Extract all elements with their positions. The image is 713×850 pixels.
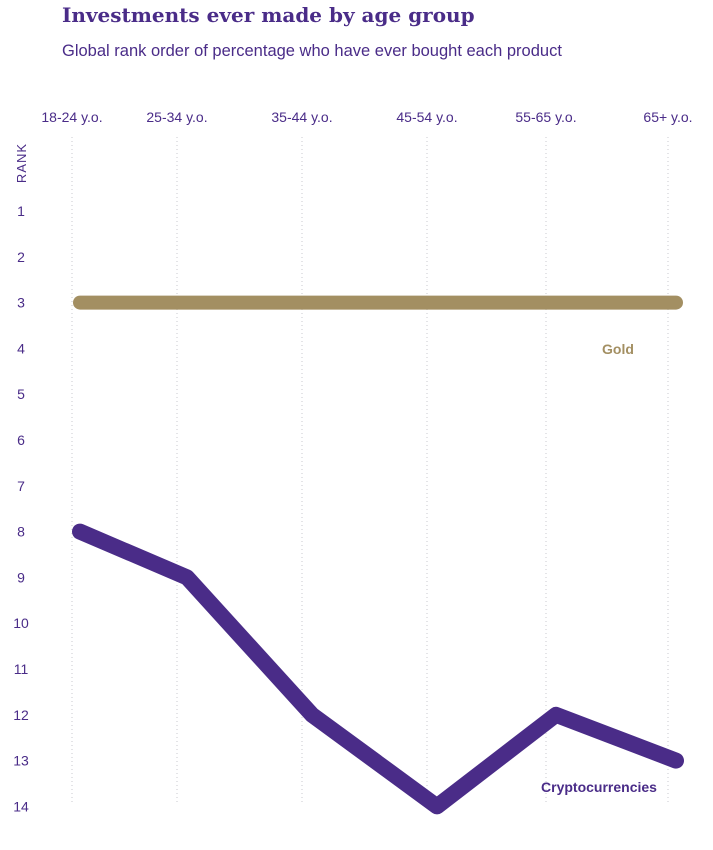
gridlines — [71, 137, 669, 802]
series-line-cryptocurrencies — [72, 523, 684, 815]
y-tick-label: 4 — [17, 340, 25, 356]
y-tick-label: 13 — [13, 753, 29, 769]
series-lines — [72, 295, 684, 815]
series-label-gold: Gold — [602, 341, 634, 357]
x-tick-label: 35-44 y.o. — [271, 109, 332, 125]
x-tick-label: 25-34 y.o. — [146, 109, 207, 125]
y-tick-label: 2 — [17, 249, 25, 265]
y-tick-label: 7 — [17, 478, 25, 494]
x-tick-label: 18-24 y.o. — [41, 109, 102, 125]
y-tick-label: 8 — [17, 524, 25, 540]
series-label-cryptocurrencies: Cryptocurrencies — [541, 779, 657, 795]
y-tick-label: 5 — [17, 386, 25, 402]
x-tick-label: 45-54 y.o. — [396, 109, 457, 125]
x-tick-label: 65+ y.o. — [643, 109, 692, 125]
x-axis-ticks: 18-24 y.o. 25-34 y.o. 35-44 y.o. 45-54 y.o.… — [41, 109, 692, 125]
y-tick-label: 11 — [14, 661, 29, 677]
y-tick-label: 6 — [17, 432, 25, 448]
y-tick-label: 10 — [13, 615, 29, 631]
y-tick-label: 3 — [17, 295, 25, 311]
chart-subtitle: Global rank order of percentage who have… — [62, 42, 562, 60]
x-tick-label: 55-65 y.o. — [515, 109, 576, 125]
y-tick-label: 14 — [13, 798, 29, 814]
y-axis-label: RANK — [14, 143, 29, 183]
chart-title: Investments ever made by age group — [62, 3, 475, 27]
y-tick-label: 12 — [13, 707, 29, 723]
series-labels: Gold Cryptocurrencies — [541, 341, 657, 795]
y-tick-label: 1 — [17, 203, 25, 219]
y-tick-label: 9 — [17, 569, 25, 585]
